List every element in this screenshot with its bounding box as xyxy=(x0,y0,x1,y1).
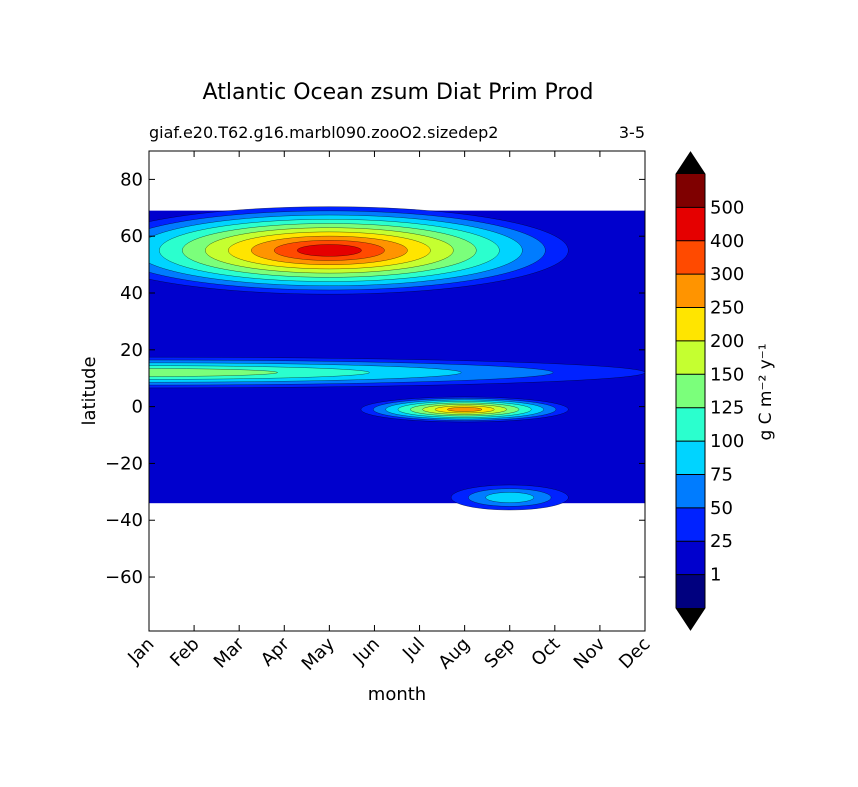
y-tick-label: −40 xyxy=(105,510,143,531)
y-tick-label: −60 xyxy=(105,567,143,588)
colorbar-tick-label: 100 xyxy=(710,431,744,452)
colorbar-tick-label: 75 xyxy=(710,464,733,485)
colorbar-swatch xyxy=(676,474,705,508)
colorbar-label: g C m⁻² y⁻¹ xyxy=(756,343,776,440)
contour-southern-subtropical-band xyxy=(450,484,569,511)
y-axis: 80 60 40 20 0 −20 −40 −60 xyxy=(105,169,645,588)
y-tick-label: −20 xyxy=(105,453,143,474)
x-tick-label: Sep xyxy=(480,634,519,673)
colorbar-swatch xyxy=(676,274,705,308)
colorbar-swatch xyxy=(676,307,705,341)
contour-equatorial-upwelling xyxy=(360,396,569,423)
x-tick-label: Mar xyxy=(210,633,249,672)
colorbar-swatch xyxy=(676,574,705,608)
contour-level xyxy=(447,407,483,412)
contour-level xyxy=(149,368,278,377)
y-tick-label: 20 xyxy=(120,340,143,361)
x-tick-label: Jun xyxy=(349,634,384,669)
x-tick-label: Aug xyxy=(434,634,474,674)
y-tick-label: 80 xyxy=(120,169,143,190)
colorbar-swatch xyxy=(676,207,705,241)
x-axis-label: month xyxy=(368,684,426,705)
colorbar-tick-label: 125 xyxy=(710,398,744,419)
x-tick-label: Nov xyxy=(570,633,610,673)
x-tick-label: Oct xyxy=(527,634,564,671)
colorbar-swatch xyxy=(676,541,705,575)
x-tick-label: Feb xyxy=(166,634,203,671)
colorbar-swatch xyxy=(676,340,705,375)
y-tick-label: 60 xyxy=(120,226,143,247)
x-tick-label: Apr xyxy=(257,633,294,670)
y-axis-label: latitude xyxy=(79,356,100,425)
colorbar-swatch xyxy=(676,374,705,408)
colorbar-tick-label: 250 xyxy=(710,298,744,319)
contour-tropical-band xyxy=(149,356,645,389)
colorbar-tick-label: 200 xyxy=(710,331,744,352)
x-tick-label: May xyxy=(298,633,339,674)
y-tick-label: 40 xyxy=(120,283,143,304)
contour-north-atlantic-spring-bloom xyxy=(149,206,569,295)
plot-frame xyxy=(148,150,646,632)
colorbar-swatch xyxy=(676,240,705,275)
colorbar-swatch xyxy=(676,507,705,542)
colorbar-tick-label: 400 xyxy=(710,231,744,252)
y-tick-label: 0 xyxy=(132,397,143,418)
colorbar-swatch xyxy=(676,174,705,208)
x-tick-label: Jan xyxy=(123,634,158,669)
chart-subtitle-right: 3-5 xyxy=(619,123,645,142)
colorbar-tick-label: 1 xyxy=(710,565,721,586)
colorbar-extend-top xyxy=(676,152,705,174)
x-tick-label: Dec xyxy=(615,634,654,673)
colorbar-swatch xyxy=(676,407,705,442)
colorbar-tick-label: 25 xyxy=(710,531,733,552)
colorbar-extend-bottom xyxy=(676,608,705,630)
plot-area xyxy=(148,150,646,632)
contour-field xyxy=(149,206,645,511)
colorbar-tick-label: 500 xyxy=(710,197,744,218)
chart-title: Atlantic Ocean zsum Diat Prim Prod xyxy=(203,80,594,105)
chart-subtitle-left: giaf.e20.T62.g16.marbl090.zooO2.sizedep2 xyxy=(149,123,498,142)
contour-level xyxy=(296,244,362,257)
colorbar-tick-label: 150 xyxy=(710,364,744,385)
x-tick-label: Jul xyxy=(398,634,429,665)
colorbar-tick-label: 50 xyxy=(710,498,733,519)
colorbar-outline xyxy=(675,151,706,631)
contour-level xyxy=(485,492,535,503)
colorbar-swatch xyxy=(676,441,705,475)
colorbar-tick-label: 300 xyxy=(710,264,744,285)
